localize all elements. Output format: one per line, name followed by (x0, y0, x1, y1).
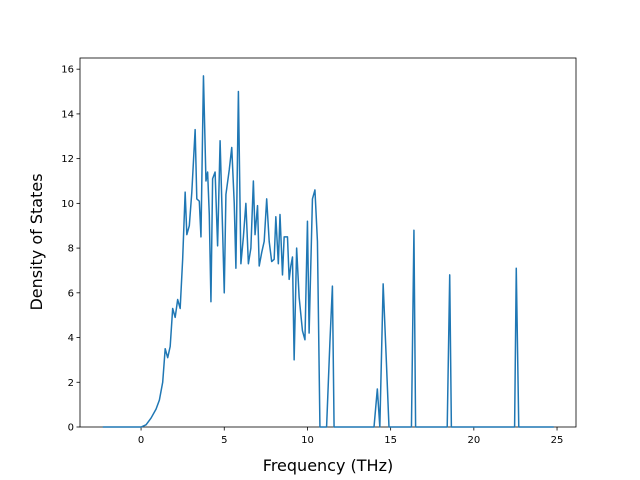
x-tick-label: 10 (301, 435, 314, 446)
x-axis-label: Frequency (THz) (263, 456, 393, 475)
y-tick-label: 12 (61, 154, 74, 165)
y-tick-label: 16 (61, 65, 74, 76)
plot-frame (79, 57, 577, 428)
x-tick-label: 5 (221, 435, 227, 446)
line-series (102, 75, 554, 428)
x-tick-label: 20 (467, 435, 480, 446)
y-tick-label: 0 (68, 423, 74, 434)
x-tick-label: 0 (138, 435, 144, 446)
y-tick-label: 14 (61, 109, 74, 120)
y-axis-label: Density of States (27, 173, 46, 310)
y-tick-label: 10 (61, 199, 74, 210)
y-tick-label: 6 (68, 288, 74, 299)
x-tick-label: 15 (384, 435, 397, 446)
y-tick-label: 8 (68, 244, 74, 255)
x-tick-label: 25 (551, 435, 564, 446)
y-tick-label: 4 (68, 333, 74, 344)
y-tick-label: 2 (68, 378, 74, 389)
